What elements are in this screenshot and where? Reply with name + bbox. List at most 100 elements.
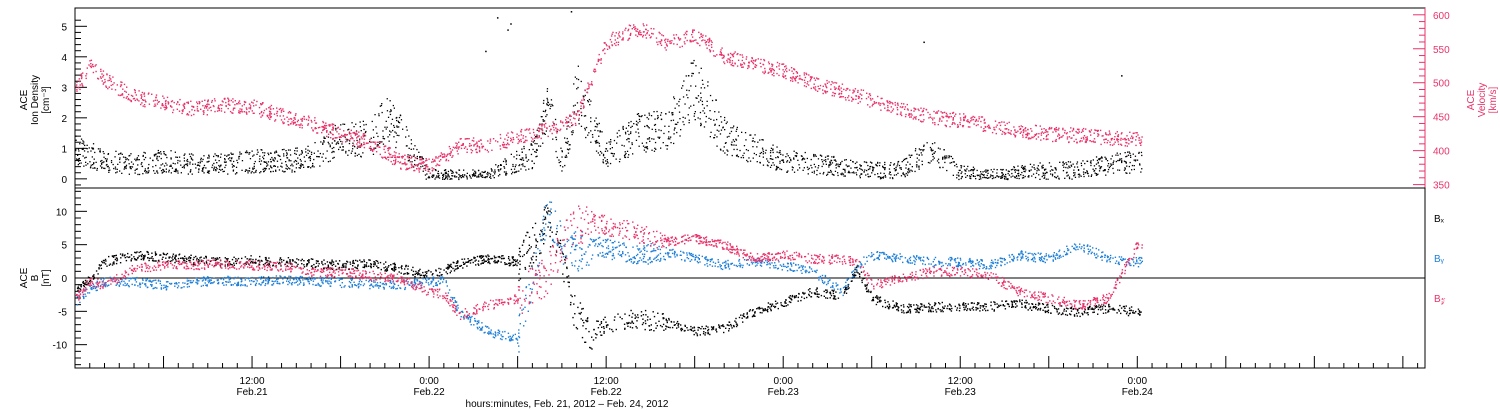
density-point (342, 146, 344, 148)
velocity-point (819, 88, 821, 90)
density-point (955, 163, 958, 165)
density-point (1024, 167, 1026, 169)
velocity-point (849, 89, 851, 91)
density-point (528, 149, 530, 151)
density-point (599, 130, 601, 132)
density-point (669, 138, 671, 140)
density-point (454, 176, 456, 178)
density-point (363, 135, 366, 137)
velocity-point (421, 161, 423, 164)
density-point (760, 151, 763, 154)
density-point (601, 152, 603, 154)
density-point (1099, 159, 1101, 161)
density-point (350, 152, 352, 154)
b-point-0 (640, 311, 643, 313)
density-point (690, 105, 692, 107)
density-point (343, 123, 346, 125)
velocity-point (328, 124, 330, 126)
velocity-point (770, 70, 772, 72)
velocity-point (470, 152, 473, 154)
density-point (279, 155, 281, 157)
density-point (130, 166, 132, 168)
density-point (189, 155, 192, 158)
density-point (1018, 177, 1020, 180)
velocity-point (78, 78, 80, 80)
b-point-0 (982, 306, 984, 308)
density-point (630, 131, 632, 133)
density-point (323, 136, 325, 138)
velocity-point (452, 155, 454, 157)
density-point (598, 142, 600, 145)
velocity-point (486, 149, 488, 151)
velocity-point (692, 40, 694, 42)
velocity-point (937, 110, 940, 112)
velocity-point (193, 113, 195, 116)
b-point-0 (143, 256, 145, 258)
density-point (819, 172, 821, 175)
density-point (676, 103, 678, 105)
velocity-point (358, 131, 360, 133)
velocity-point (424, 167, 427, 169)
density-point (1096, 159, 1099, 162)
velocity-point (499, 145, 501, 147)
density-point (828, 166, 830, 168)
density-point (929, 146, 932, 149)
density-point (195, 167, 197, 169)
velocity-point (114, 89, 117, 91)
b-point-0 (482, 262, 484, 264)
density-point (963, 165, 965, 167)
density-point (821, 165, 823, 168)
density-point (892, 177, 894, 180)
velocity-point (301, 117, 304, 120)
density-point (489, 175, 492, 177)
velocity-point (633, 24, 635, 26)
velocity-point (1022, 129, 1024, 132)
velocity-point (427, 166, 429, 168)
velocity-point (754, 64, 757, 66)
velocity-point (963, 119, 965, 122)
velocity-point (1019, 132, 1021, 134)
velocity-point (736, 65, 739, 67)
velocity-point (808, 74, 810, 76)
velocity-point (913, 107, 915, 109)
density-point (219, 156, 222, 158)
density-point (627, 156, 629, 158)
density-point (718, 111, 720, 113)
density-point (662, 142, 664, 144)
velocity-point (134, 99, 136, 102)
velocity-point (249, 106, 252, 109)
velocity-point (920, 121, 923, 123)
velocity-point (404, 158, 406, 161)
velocity-point (211, 101, 213, 103)
density-point (939, 148, 941, 150)
density-point (905, 167, 907, 169)
velocity-point (1049, 126, 1051, 129)
density-point (980, 178, 982, 180)
velocity-point (86, 67, 88, 69)
density-point (561, 170, 563, 172)
velocity-point (665, 49, 667, 51)
velocity-point (720, 51, 722, 54)
velocity-point (588, 85, 590, 87)
density-point (884, 168, 886, 171)
velocity-point (995, 126, 997, 128)
velocity-point (726, 61, 729, 63)
density-point (170, 157, 172, 159)
velocity-point (740, 64, 742, 67)
velocity-point (368, 147, 371, 149)
b-point-0 (673, 324, 676, 326)
velocity-point (1086, 136, 1088, 138)
b-point-0 (1070, 307, 1073, 310)
density-point (810, 164, 812, 167)
density-point (976, 169, 978, 172)
density-point (186, 163, 188, 165)
velocity-point (520, 134, 523, 136)
velocity-point (1135, 135, 1138, 138)
density-point (521, 148, 523, 150)
density-point (83, 150, 86, 152)
density-point (953, 161, 955, 163)
density-point (1028, 175, 1030, 177)
velocity-point (437, 164, 439, 166)
density-point (106, 163, 108, 166)
velocity-point (1050, 128, 1052, 130)
